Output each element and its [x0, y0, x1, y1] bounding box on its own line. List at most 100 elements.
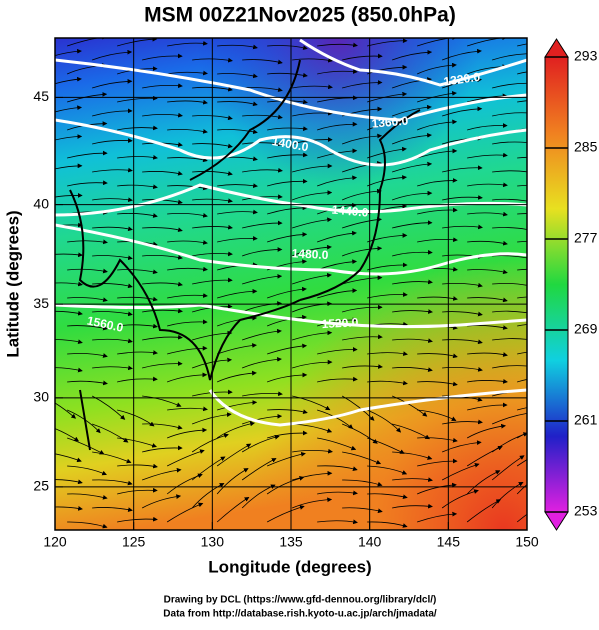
streamline — [167, 70, 208, 76]
streamline — [392, 220, 433, 229]
streamline — [55, 310, 83, 316]
y-tick-label: 45 — [33, 88, 49, 104]
streamline — [142, 281, 183, 287]
streamline — [117, 213, 158, 218]
streamline — [242, 328, 282, 341]
streamline — [392, 309, 433, 314]
streamline — [467, 297, 508, 303]
streamline — [492, 141, 527, 145]
streamline — [167, 128, 208, 134]
streamline — [517, 213, 527, 215]
x-tick-label: 130 — [201, 534, 225, 550]
streamline — [117, 487, 158, 495]
streamline — [142, 112, 183, 118]
streamline — [442, 339, 483, 345]
streamline — [117, 269, 158, 275]
contours — [55, 38, 527, 427]
streamline — [392, 503, 433, 509]
streamline — [142, 334, 183, 341]
streamline — [166, 372, 208, 383]
streamline — [417, 511, 458, 523]
streamline — [242, 247, 283, 257]
streamline — [191, 483, 225, 509]
streamline — [292, 163, 333, 173]
streamline — [266, 505, 305, 523]
colorbar-tick-label: 269 — [574, 321, 598, 337]
streamline — [417, 207, 458, 215]
coastline — [299, 109, 421, 301]
streamline — [466, 445, 503, 467]
streamline — [167, 40, 208, 47]
streamline — [467, 352, 508, 357]
y-axis-label: Latitude (degrees) — [3, 210, 22, 357]
contour-line — [55, 303, 527, 329]
streamline — [216, 421, 256, 439]
streamline — [417, 409, 457, 421]
streamline — [292, 110, 333, 117]
streamline — [55, 134, 83, 141]
streamline — [217, 101, 258, 107]
streamline — [317, 42, 358, 48]
streamline — [142, 83, 183, 89]
streamline — [67, 180, 108, 187]
colorbar-tick-label: 285 — [574, 139, 598, 155]
streamline — [92, 283, 133, 289]
streamline — [491, 410, 527, 425]
streamline — [192, 57, 233, 63]
streamline — [517, 185, 527, 187]
streamline — [292, 272, 332, 285]
colorbar-tick-label: 261 — [574, 412, 598, 428]
streamline — [92, 423, 129, 443]
streamline — [142, 445, 183, 453]
streamline — [267, 72, 308, 78]
streamline — [367, 91, 408, 103]
streamline — [367, 233, 408, 243]
streamline — [291, 190, 333, 201]
streamline — [517, 296, 527, 299]
streamline — [392, 423, 431, 440]
x-tick-label: 150 — [515, 534, 539, 550]
coastline — [79, 389, 91, 451]
streamline — [192, 143, 233, 149]
streamline — [142, 171, 183, 176]
streamline — [67, 380, 108, 386]
streamline — [516, 459, 527, 467]
streamline — [367, 493, 408, 500]
streamline — [55, 479, 83, 485]
streamline — [517, 268, 527, 271]
streamline — [242, 59, 283, 65]
streamline — [191, 456, 226, 481]
streamline — [166, 427, 208, 439]
streamline — [342, 423, 378, 444]
streamline — [242, 273, 283, 285]
streamline — [317, 121, 358, 131]
streamline — [55, 453, 82, 463]
streamline — [242, 167, 283, 173]
streamline — [491, 455, 525, 481]
streamline — [55, 339, 83, 345]
streamline — [217, 209, 258, 215]
streamline — [416, 62, 457, 75]
streamline — [392, 190, 433, 201]
contour-line — [55, 223, 527, 276]
streamline — [291, 244, 332, 257]
streamline — [392, 338, 433, 343]
streamline — [55, 252, 83, 258]
streamline — [292, 330, 333, 341]
streamline — [391, 395, 428, 417]
streamline — [92, 255, 133, 261]
streamline — [55, 402, 77, 419]
streamline — [67, 325, 108, 331]
streamline — [467, 38, 508, 47]
streamline — [92, 78, 133, 89]
streamline — [342, 479, 383, 487]
streamline — [341, 245, 383, 257]
credit: Data from http://database.rish.kyoto-u.a… — [163, 609, 437, 620]
streamline — [166, 473, 203, 495]
streamline — [492, 227, 527, 230]
streamline — [466, 423, 506, 439]
streamline — [191, 412, 232, 425]
contour-line — [55, 58, 527, 122]
streamline — [466, 499, 502, 523]
